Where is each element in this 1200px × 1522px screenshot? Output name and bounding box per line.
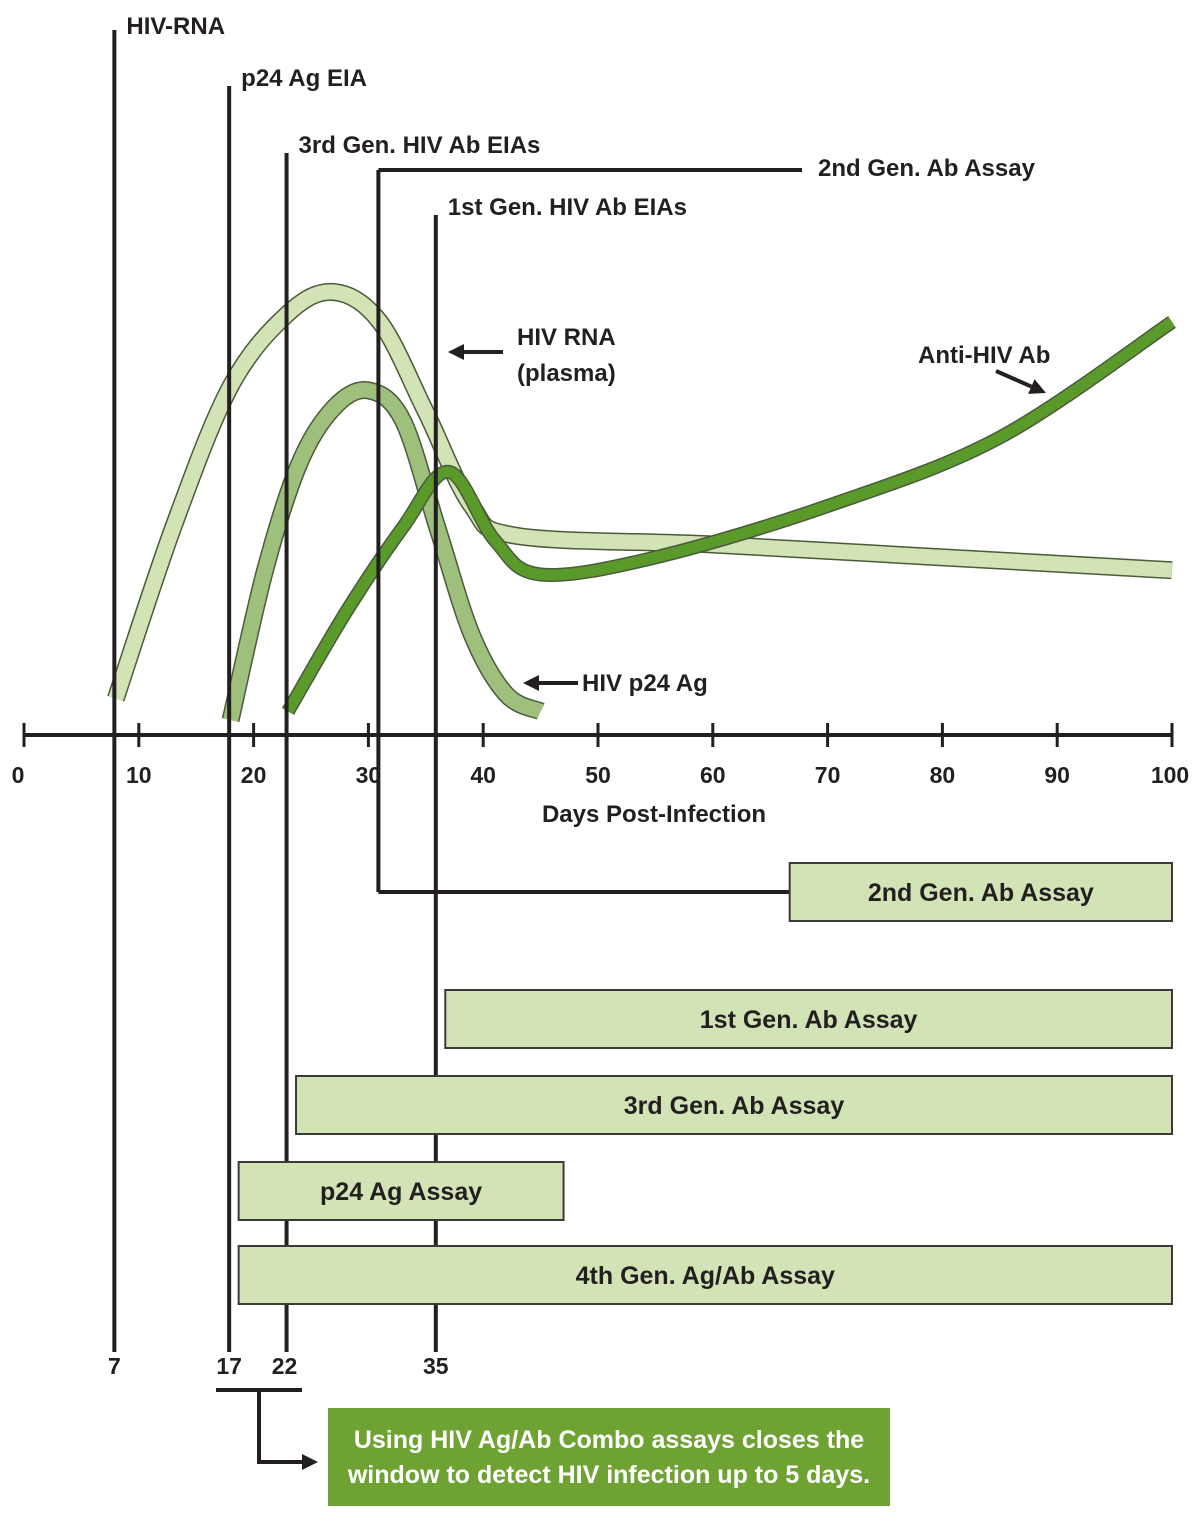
bar-p24-ag-assay: p24 Ag Assay bbox=[237, 1161, 565, 1221]
arrow-icon bbox=[448, 344, 503, 360]
x-axis-title: Days Post-Infection bbox=[542, 801, 766, 828]
window-day-label: 35 bbox=[423, 1353, 449, 1379]
window-days: 7 17 22 35 bbox=[108, 1353, 449, 1470]
x-tick-label: 100 bbox=[1151, 762, 1189, 788]
x-tick-label: 20 bbox=[241, 762, 267, 788]
series-label: Anti-HIV Ab bbox=[918, 342, 1050, 369]
window-connector bbox=[257, 1390, 300, 1464]
arrow-icon bbox=[523, 675, 578, 691]
series-label-sub: (plasma) bbox=[517, 360, 616, 387]
label-hiv-rna: HIV RNA (plasma) bbox=[448, 324, 616, 387]
series-hiv-rna bbox=[107, 282, 1173, 702]
callout-line-1: Using HIV Ag/Ab Combo assays closes the bbox=[354, 1426, 864, 1454]
assay-bars: 2nd Gen. Ab Assay 1st Gen. Ab Assay 3rd Ge… bbox=[237, 862, 1174, 1305]
bar-rect bbox=[788, 862, 1173, 922]
bar-rect bbox=[237, 1245, 1173, 1305]
series-hiv-p24-ag bbox=[221, 381, 545, 723]
x-tick-label: 40 bbox=[470, 762, 496, 788]
assay-markers: HIV-RNA p24 Ag EIA 3rd Gen. HIV Ab EIAs 2nd… bbox=[112, 13, 1036, 1352]
marker-3rd-gen-hiv-ab-eias: 3rd Gen. HIV Ab EIAs bbox=[284, 132, 541, 1352]
bar-rect bbox=[295, 1075, 1174, 1135]
window-day-label: 22 bbox=[272, 1353, 298, 1379]
series-hiv-rna-line bbox=[108, 284, 1173, 701]
marker-label: 1st Gen. HIV Ab EIAs bbox=[448, 194, 687, 221]
bar-2nd-gen-ab-assay: 2nd Gen. Ab Assay bbox=[788, 862, 1173, 922]
label-hiv-p24: HIV p24 Ag bbox=[523, 670, 708, 697]
marker-hiv-rna: HIV-RNA bbox=[112, 13, 225, 1352]
x-tick-label: 0 bbox=[12, 762, 25, 788]
x-tick-label: 50 bbox=[585, 762, 611, 788]
bar-label: 1st Gen. Ab Assay bbox=[700, 1006, 918, 1034]
bar-4th-gen-ag-ab-assay: 4th Gen. Ag/Ab Assay bbox=[237, 1245, 1173, 1305]
window-day-label: 17 bbox=[216, 1353, 242, 1379]
marker-label: 2nd Gen. Ab Assay bbox=[818, 155, 1036, 182]
x-tick-label: 70 bbox=[815, 762, 841, 788]
marker-label: p24 Ag EIA bbox=[241, 65, 367, 92]
bar-3rd-gen-ab-assay: 3rd Gen. Ab Assay bbox=[295, 1075, 1174, 1135]
marker-label: 3rd Gen. HIV Ab EIAs bbox=[299, 132, 541, 159]
marker-p24-ag-eia: p24 Ag EIA bbox=[227, 65, 367, 1352]
callout: Using HIV Ag/Ab Combo assays closes the w… bbox=[328, 1408, 890, 1506]
marker-2nd-gen-ab-assay: 2nd Gen. Ab Assay bbox=[376, 155, 1036, 894]
bar-rect bbox=[237, 1161, 565, 1221]
bar-label: p24 Ag Assay bbox=[320, 1178, 482, 1206]
x-tick-label: 80 bbox=[930, 762, 956, 788]
arrow-icon bbox=[995, 369, 1046, 394]
callout-line-2: window to detect HIV infection up to 5 d… bbox=[347, 1461, 870, 1489]
callout-box bbox=[328, 1408, 890, 1506]
series-label: HIV RNA bbox=[517, 324, 616, 351]
x-tick-label: 90 bbox=[1044, 762, 1070, 788]
bar-1st-gen-ab-assay: 1st Gen. Ab Assay bbox=[444, 989, 1173, 1049]
x-tick-label: 60 bbox=[700, 762, 726, 788]
window-day-label: 7 bbox=[108, 1353, 121, 1379]
label-anti-hiv-ab: Anti-HIV Ab bbox=[918, 342, 1050, 394]
arrow-icon bbox=[290, 1454, 318, 1470]
x-tick-label: 10 bbox=[126, 762, 152, 788]
series-labels: HIV RNA (plasma) HIV p24 Ag Anti-HIV Ab bbox=[448, 324, 1050, 697]
marker-label: HIV-RNA bbox=[126, 13, 225, 40]
bar-label: 4th Gen. Ag/Ab Assay bbox=[576, 1262, 835, 1290]
bar-rect bbox=[444, 989, 1173, 1049]
series-hiv-p24-ag-line bbox=[223, 382, 544, 722]
bar-label: 2nd Gen. Ab Assay bbox=[868, 879, 1094, 907]
series-label: HIV p24 Ag bbox=[582, 670, 708, 697]
bar-label: 3rd Gen. Ab Assay bbox=[624, 1092, 845, 1120]
